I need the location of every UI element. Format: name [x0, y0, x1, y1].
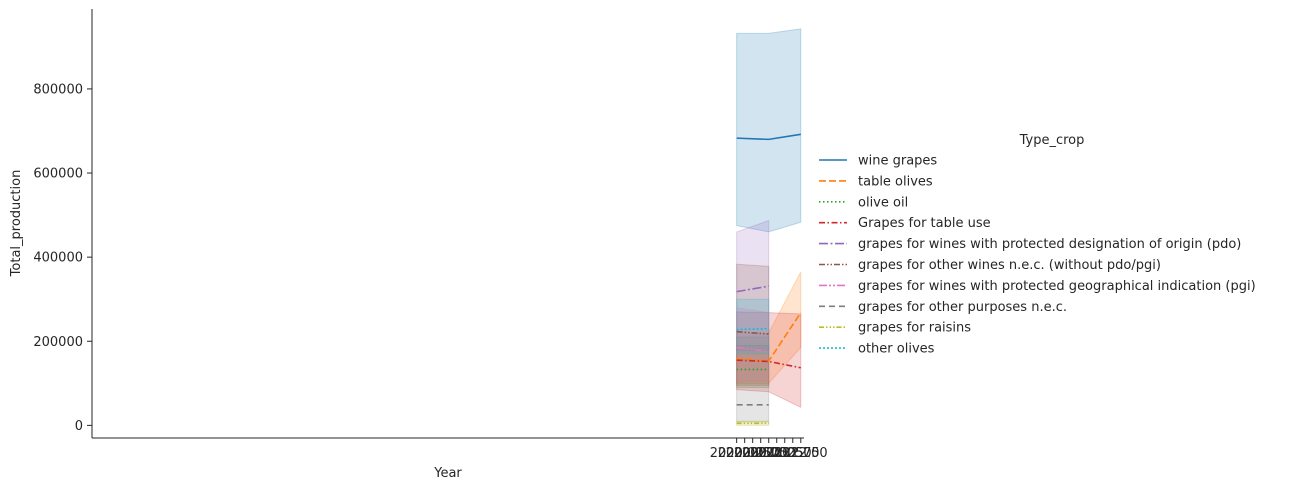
legend-label-9: other olives [858, 342, 935, 357]
legend-label-4: grapes for wines with protected designat… [858, 237, 1241, 252]
legend-label-0: wine grapes [858, 154, 937, 169]
axes [92, 9, 804, 438]
legend-label-5: grapes for other wines n.e.c. (without p… [858, 258, 1161, 273]
legend: Type_crop wine grapes table olives olive o… [819, 133, 1256, 357]
x-axis-label: Year [433, 466, 462, 481]
y-ticks: 0 200000 400000 600000 800000 [33, 82, 92, 433]
x-tick-label: 2022.00 [774, 446, 828, 461]
y-axis-label: Total_production [9, 170, 24, 278]
legend-label-8: grapes for raisins [858, 321, 971, 336]
ci-band-9 [737, 299, 769, 354]
y-tick-label: 800000 [33, 82, 83, 97]
y-tick-label: 600000 [33, 167, 83, 182]
y-tick-label: 200000 [33, 335, 83, 350]
y-tick-label: 400000 [33, 251, 83, 266]
x-ticks: 2020.002020.252020.502020.752021.002021.… [710, 438, 828, 461]
y-tick-label: 0 [75, 419, 83, 434]
legend-label-7: grapes for other purposes n.e.c. [858, 300, 1067, 315]
legend-label-3: Grapes for table use [858, 216, 991, 231]
ci-band-0 [737, 29, 801, 232]
legend-label-1: table olives [858, 174, 933, 189]
legend-title: Type_crop [1019, 133, 1085, 148]
legend-label-6: grapes for wines with protected geograph… [858, 279, 1256, 294]
legend-label-2: olive oil [858, 195, 908, 210]
